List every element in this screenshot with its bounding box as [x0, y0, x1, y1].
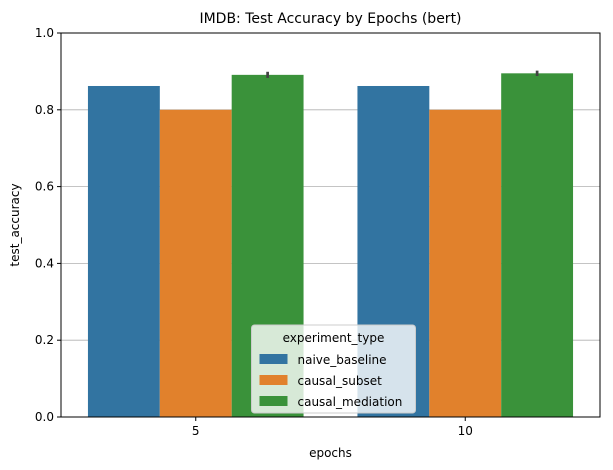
y-axis-label: test_accuracy [8, 183, 22, 266]
legend-box [251, 324, 416, 414]
x-tick-label: 5 [192, 424, 200, 438]
y-tick-label: 1.0 [35, 26, 54, 40]
error-bars [266, 70, 539, 78]
legend-label-causal_mediation: causal_mediation [298, 395, 403, 409]
x-axis-label: epochs [309, 446, 352, 460]
bar-causal_subset-5 [159, 109, 232, 418]
plot-frame [60, 32, 601, 418]
chart-title: IMDB: Test Accuracy by Epochs (bert) [199, 11, 461, 27]
legend-title: experiment_type [283, 331, 385, 345]
y-tick-label: 0.0 [35, 410, 54, 424]
legend-swatch-causal_mediation [259, 396, 288, 406]
y-tick-label: 0.4 [35, 256, 54, 270]
legend-swatch-causal_subset [259, 375, 288, 385]
y-tick-label: 0.6 [35, 180, 54, 194]
y-tick-label: 0.8 [35, 103, 54, 117]
bar-causal_subset-10 [429, 109, 502, 418]
legend: experiment_type naive_baseline causal_subs… [251, 324, 416, 414]
y-tick-label: 0.2 [35, 333, 54, 347]
legend-label-naive_baseline: naive_baseline [298, 353, 387, 367]
y-axis: 0.0 0.2 0.4 0.6 0.8 1.0 [35, 26, 61, 424]
x-axis: 5 10 [192, 417, 473, 438]
legend-label-causal_subset: causal_subset [298, 374, 383, 388]
legend-swatch-naive_baseline [259, 354, 288, 364]
x-tick-label: 10 [458, 424, 473, 438]
bar-causal_mediation-10 [501, 73, 574, 417]
bar-naive_baseline-5 [87, 85, 160, 417]
